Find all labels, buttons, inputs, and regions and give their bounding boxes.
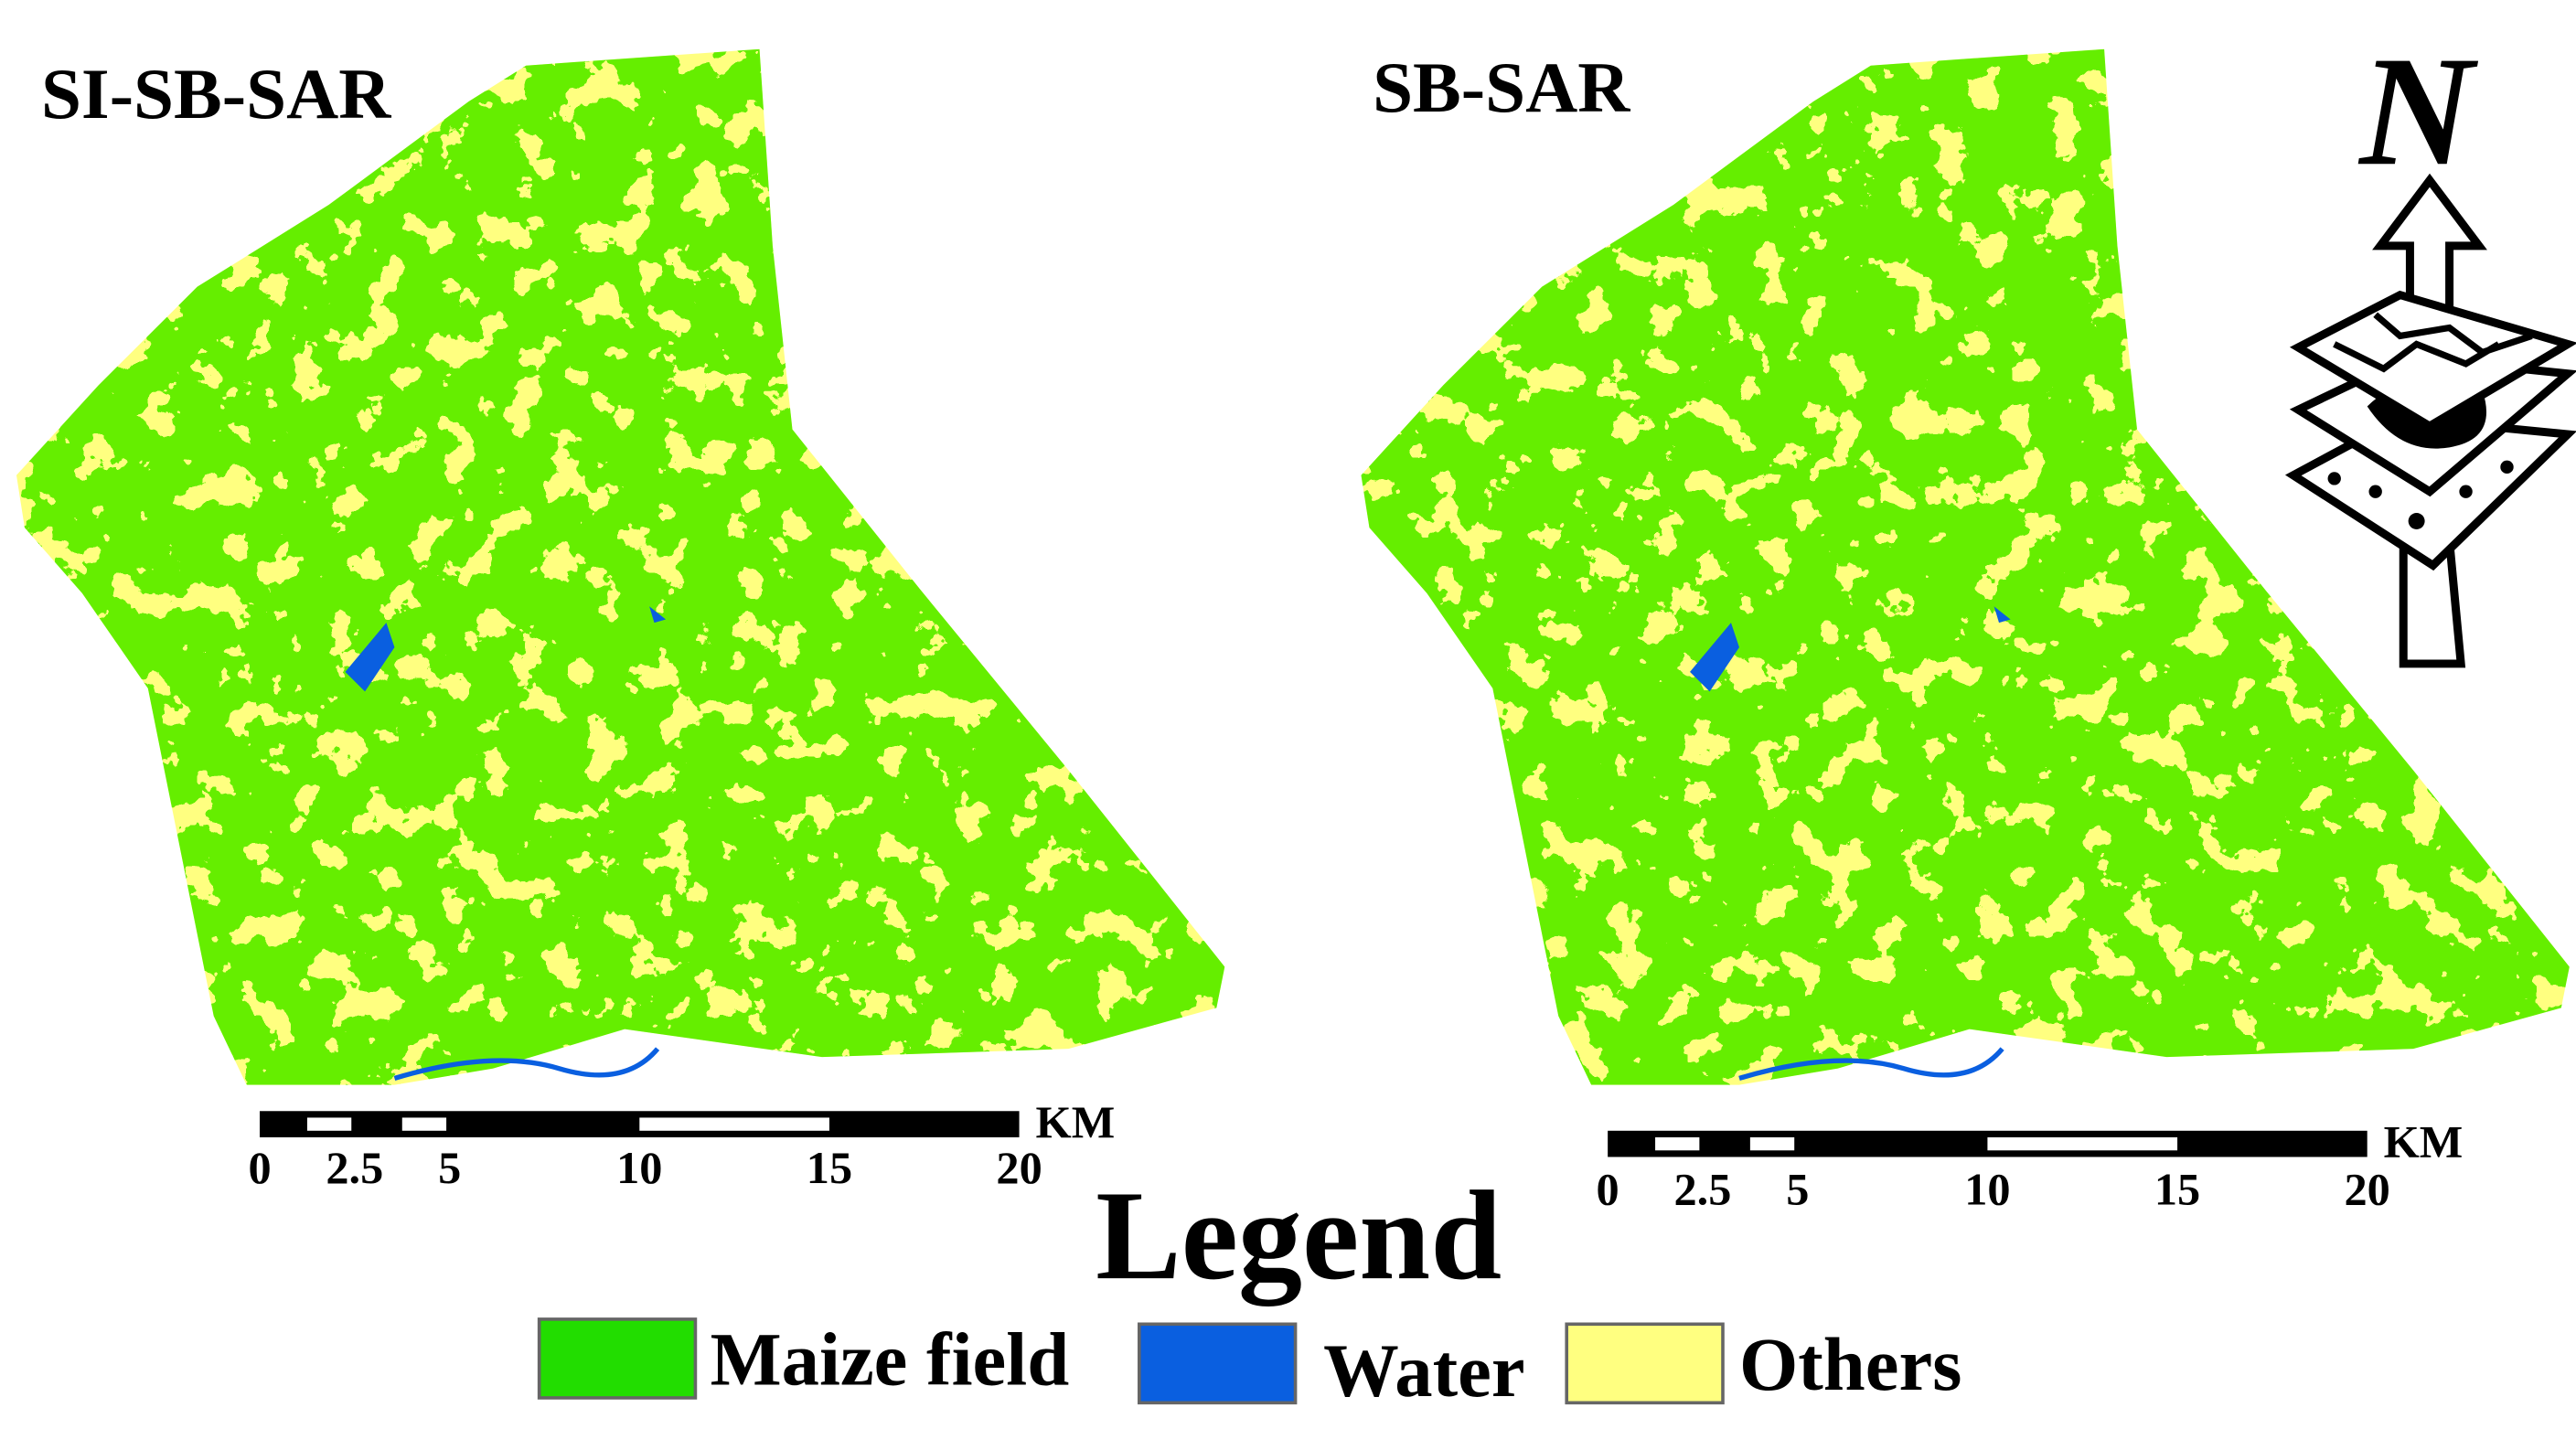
scale-segment	[639, 1117, 829, 1131]
maps	[16, 48, 2570, 1085]
map-title: SB-SAR	[1373, 48, 1630, 128]
scale-label: 0	[248, 1142, 271, 1193]
scale-label: 15	[2154, 1164, 2200, 1215]
scale-segment	[1655, 1136, 1700, 1151]
layer-1	[2289, 290, 2576, 432]
scale-label: 0	[1597, 1164, 1619, 1215]
legend-title: Legend	[1096, 1165, 1502, 1306]
north-label: N	[2357, 24, 2478, 198]
scale-unit: KM	[1036, 1096, 1116, 1147]
scale-segment	[401, 1117, 447, 1131]
map-title: SI-SB-SAR	[41, 55, 391, 134]
map-panel	[16, 48, 1225, 1085]
scale-bar-frame	[260, 1111, 1020, 1137]
water-body	[1690, 623, 1739, 692]
scale-label: 20	[996, 1142, 1042, 1193]
legend-label: Others	[1739, 1322, 1961, 1406]
north-arrow: N	[2284, 24, 2576, 668]
scale-label: 20	[2345, 1164, 2390, 1215]
water-body	[649, 606, 667, 624]
water-body	[1993, 606, 2011, 624]
scale-label: 10	[1964, 1164, 2010, 1215]
legend-swatch	[537, 1317, 698, 1400]
scale-label: 5	[1786, 1164, 1809, 1215]
legend: Legend Maize field Water Others	[537, 1165, 1961, 1413]
maize-area	[16, 48, 1225, 1085]
river	[393, 1047, 660, 1081]
scale-label: 10	[616, 1142, 662, 1193]
river	[1738, 1047, 2004, 1081]
scale-label: 2.5	[326, 1142, 383, 1193]
scale-label: 15	[807, 1142, 852, 1193]
scale-label: 2.5	[1674, 1164, 1732, 1215]
scale-segment	[1987, 1136, 2178, 1151]
water-body	[345, 623, 395, 692]
legend-swatch	[1565, 1322, 1725, 1405]
scale-label: 5	[438, 1142, 461, 1193]
legend-label: Water	[1323, 1328, 1524, 1413]
legend-label: Maize field	[711, 1317, 1070, 1402]
scale-segment	[306, 1117, 352, 1131]
scale-unit: KM	[2384, 1116, 2464, 1168]
scale-segment	[1749, 1136, 1795, 1151]
legend-swatch	[1138, 1322, 1298, 1405]
